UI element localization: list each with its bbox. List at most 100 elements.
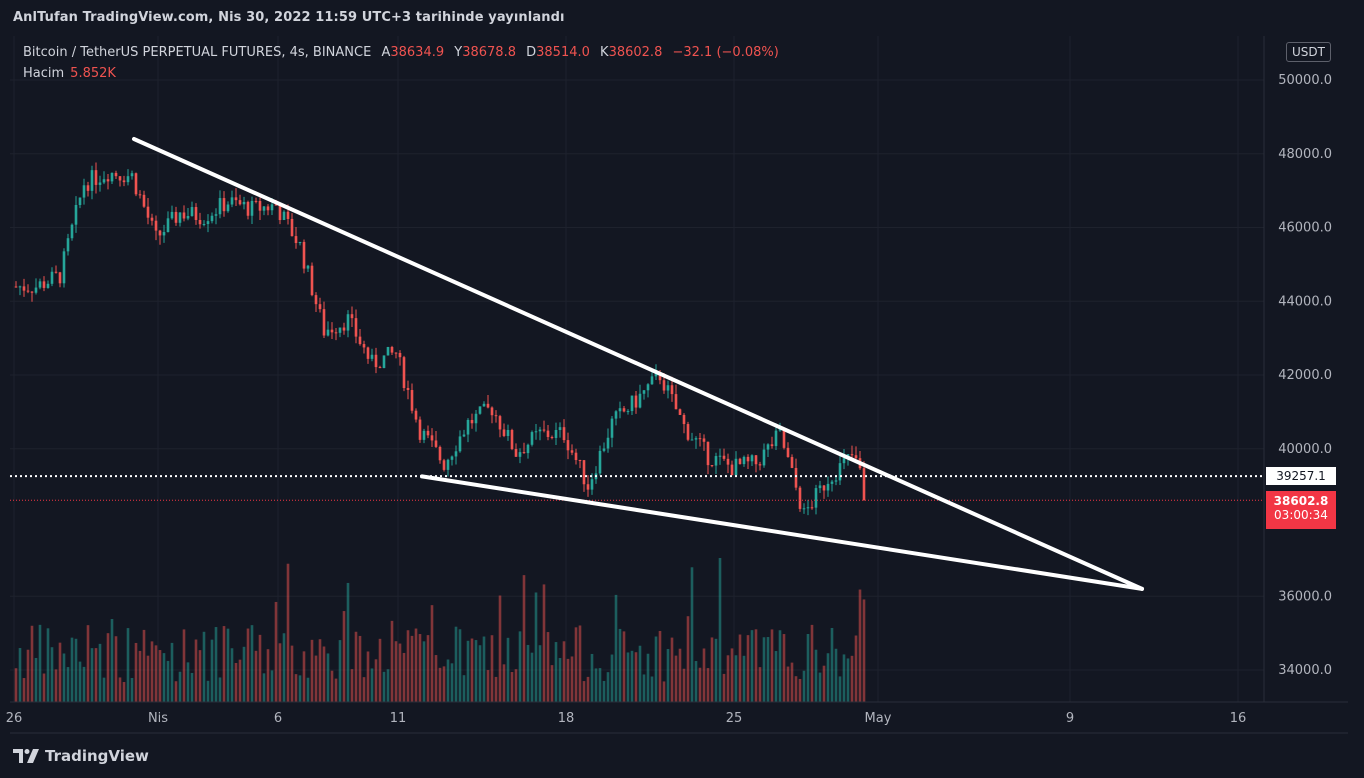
candle-body <box>822 485 826 491</box>
volume-bar <box>554 642 558 702</box>
volume-bar <box>698 667 702 702</box>
volume-bar <box>862 599 866 702</box>
candle-body <box>26 290 30 292</box>
candle-body <box>230 197 234 205</box>
candle-body <box>270 204 274 211</box>
volume-bar <box>82 666 86 702</box>
volume-bar <box>838 676 842 702</box>
volume-bar <box>670 637 674 702</box>
volume-bar <box>182 629 186 702</box>
volume-bar <box>106 633 110 702</box>
volume-bar <box>174 681 178 702</box>
volume-bar <box>522 575 526 702</box>
candle-body <box>650 376 654 385</box>
y-tick-label: 50000.0 <box>1278 73 1332 88</box>
volume-bar <box>590 653 594 702</box>
candle-body <box>234 197 238 201</box>
candle-body <box>406 387 410 391</box>
candle-body <box>626 411 630 413</box>
candle-body <box>694 438 698 440</box>
volume-bar <box>710 637 714 702</box>
candle-body <box>566 440 570 451</box>
volume-bar <box>314 655 318 702</box>
dotted-level-tag: 39257.1 <box>1266 467 1336 485</box>
candle-body <box>86 185 90 191</box>
candle-body <box>762 449 766 466</box>
volume-bar <box>142 629 146 702</box>
volume-bar <box>258 634 262 702</box>
volume-bar <box>162 653 166 702</box>
candle-body <box>670 385 674 395</box>
candle-body <box>598 450 602 474</box>
volume-bar <box>266 649 270 702</box>
candle-body <box>130 173 134 177</box>
volume-bar <box>262 673 266 702</box>
volume-bar <box>834 648 838 702</box>
candle-body <box>714 456 718 466</box>
volume-label: Hacim <box>23 66 65 81</box>
y-tick-label: 48000.0 <box>1278 147 1332 162</box>
candle-body <box>678 409 682 415</box>
candle-body <box>34 287 38 293</box>
lower-trendline <box>420 474 1144 591</box>
candle-body <box>654 372 658 377</box>
volume-bar <box>750 630 754 702</box>
volume-bar <box>510 672 514 702</box>
volume-bar <box>470 638 474 702</box>
volume-bar <box>358 635 362 702</box>
candle-body <box>154 220 158 231</box>
volume-bar <box>626 652 630 702</box>
candle-body <box>806 507 810 509</box>
volume-bar <box>586 676 590 702</box>
candle-body <box>238 200 242 205</box>
currency-selector[interactable]: USDT <box>1286 42 1331 62</box>
volume-legend: Hacim 5.852K <box>23 66 116 81</box>
volume-bar <box>78 661 82 702</box>
candle-body <box>646 384 650 391</box>
volume-bar <box>50 647 54 702</box>
candle-body <box>110 172 114 182</box>
volume-bar <box>222 626 226 702</box>
candle-body <box>570 450 574 453</box>
candle-body <box>562 427 566 441</box>
candle-body <box>54 271 58 273</box>
candle-body <box>634 395 638 408</box>
volume-bar <box>570 656 574 702</box>
candle-body <box>790 457 794 468</box>
volume-bar <box>66 667 70 702</box>
volume-bar <box>334 678 338 702</box>
candle-body <box>306 265 310 269</box>
tradingview-brand[interactable]: TradingView <box>13 747 149 765</box>
candle-body <box>46 283 50 288</box>
candle-body <box>182 212 186 219</box>
candle-body <box>518 452 522 457</box>
volume-bar <box>290 645 294 702</box>
volume-bar <box>802 670 806 702</box>
volume-bar <box>758 667 762 702</box>
volume-bar <box>202 631 206 702</box>
volume-bar <box>94 648 98 702</box>
x-tick-label: 9 <box>1066 711 1074 726</box>
candle-body <box>262 206 266 211</box>
candle-body <box>394 352 398 354</box>
volume-bar <box>346 582 350 702</box>
candle-body <box>146 206 150 218</box>
volume-bar <box>318 639 322 702</box>
candle-body <box>722 455 726 459</box>
candle-body <box>430 435 434 441</box>
candle-body <box>106 179 110 182</box>
volume-bar <box>238 659 242 702</box>
candle-body <box>742 456 746 465</box>
candle-body <box>510 429 514 450</box>
candle-body <box>738 458 742 465</box>
volume-bar <box>230 648 234 702</box>
volume-bar <box>382 671 386 702</box>
volume-bar <box>462 675 466 702</box>
volume-bar <box>490 635 494 702</box>
volume-bar <box>538 645 542 702</box>
candle-body <box>602 448 606 451</box>
volume-bar <box>446 659 450 702</box>
y-tick-label: 40000.0 <box>1278 442 1332 457</box>
candle-body <box>278 205 282 221</box>
